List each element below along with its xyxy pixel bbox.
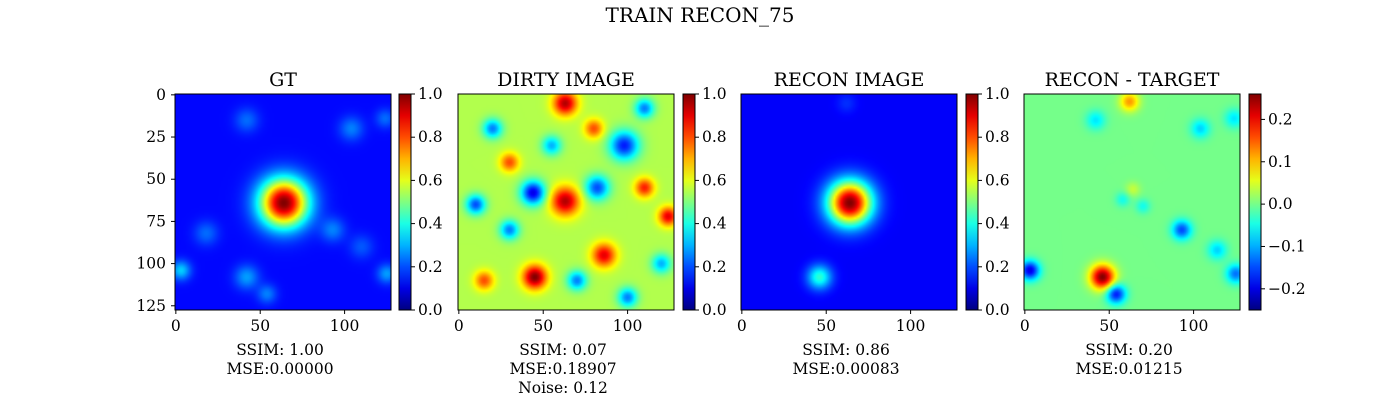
x-tick-label: 100 [1179,317,1209,335]
heatmap-image [175,94,391,310]
y-tick-label: 0 [156,86,166,104]
panel-title: RECON IMAGE [774,69,925,91]
panel-title: RECON - TARGET [1045,69,1220,91]
colorbar-tick-label: 0.2 [702,258,727,276]
colorbar-tick-label: 0.6 [702,171,727,189]
panel-caption-line: Noise: 0.12 [518,379,608,397]
panel-caption-line: MSE:0.00083 [792,360,899,378]
axes-frame [1023,93,1241,311]
panel-caption-line: SSIM: 1.00 [236,341,324,359]
x-tick-label: 100 [896,317,926,335]
axes-frame [174,93,392,311]
x-tick-label: 0 [454,317,464,335]
colorbar-tick-label: 0.2 [985,258,1010,276]
x-tick-label: 0 [1020,317,1030,335]
x-tick-label: 50 [816,317,836,335]
colorbar-tick-label: 0.0 [1268,195,1293,213]
panel-caption-line: SSIM: 0.86 [802,341,890,359]
panel-title: DIRTY IMAGE [497,69,635,91]
axes-frame [457,93,675,311]
panel-title: GT [269,69,297,91]
colorbar-tick-label: 0.4 [702,215,727,233]
x-tick-label: 0 [171,317,181,335]
colorbar-tick-label: −0.2 [1268,280,1306,298]
x-tick-label: 0 [737,317,747,335]
x-tick-label: 50 [1099,317,1119,335]
y-tick-label: 25 [146,128,166,146]
x-tick-label: 50 [533,317,553,335]
panel-caption-line: MSE:0.18907 [509,360,616,378]
y-tick-label: 125 [136,297,166,315]
colorbar-tick-label: −0.1 [1268,237,1306,255]
axes-frame [740,93,958,311]
colorbar-tick-label: 0.8 [985,128,1010,146]
colorbar-tick-label: 1.0 [418,85,443,103]
y-tick-label: 100 [136,255,166,273]
x-tick-label: 100 [330,317,360,335]
heatmap-image [1024,94,1240,310]
colorbar-tick-label: 0.1 [1268,153,1293,171]
colorbar-tick-label: 1.0 [702,85,727,103]
colorbar-tick-label: 0.0 [985,301,1010,319]
panel-caption-line: SSIM: 0.07 [519,341,607,359]
panel-caption-line: SSIM: 0.20 [1085,341,1173,359]
x-tick-label: 50 [250,317,270,335]
colorbar-tick-label: 0.4 [985,215,1010,233]
colorbar-tick-label: 0.4 [418,215,443,233]
panel-1: GT 0 50 100 0 25 50 75 100 125 0.0 0.2 0.4 0.6 0.8 1.0 S… [136,69,442,378]
heatmap-image [458,94,674,310]
colorbar-tick-label: 0.6 [418,171,443,189]
colorbar-tick-label: 0.0 [418,301,443,319]
colorbar [1248,93,1262,311]
colorbar-tick-label: 0.2 [418,258,443,276]
x-tick-label: 100 [613,317,643,335]
y-tick-label: 75 [146,212,166,230]
heatmap-image [741,94,957,310]
panel-3: RECON IMAGE 0 50 100 0.0 0.2 0.4 0.6 0.8 1.0 SSIM:… [737,69,1010,378]
panel-4: RECON - TARGET 0 50 100 0.2 0.1 0.0 −0.1 −0.2 SSI… [1020,69,1306,378]
colorbar [682,93,696,311]
colorbar [965,93,979,311]
colorbar-tick-label: 0.8 [418,128,443,146]
colorbar [398,93,412,311]
panel-caption-line: MSE:0.00000 [226,360,333,378]
y-tick-label: 50 [146,170,166,188]
colorbar-tick-label: 0.6 [985,171,1010,189]
colorbar-tick-label: 0.8 [702,128,727,146]
panel-caption-line: MSE:0.01215 [1075,360,1182,378]
colorbar-tick-label: 0.2 [1268,110,1293,128]
panel-2: DIRTY IMAGE 0 50 100 0.0 0.2 0.4 0.6 0.8 1.0 SSIM:… [454,69,727,397]
figure-title: TRAIN RECON_75 [606,3,795,27]
colorbar-tick-label: 0.0 [702,301,727,319]
colorbar-tick-label: 1.0 [985,85,1010,103]
